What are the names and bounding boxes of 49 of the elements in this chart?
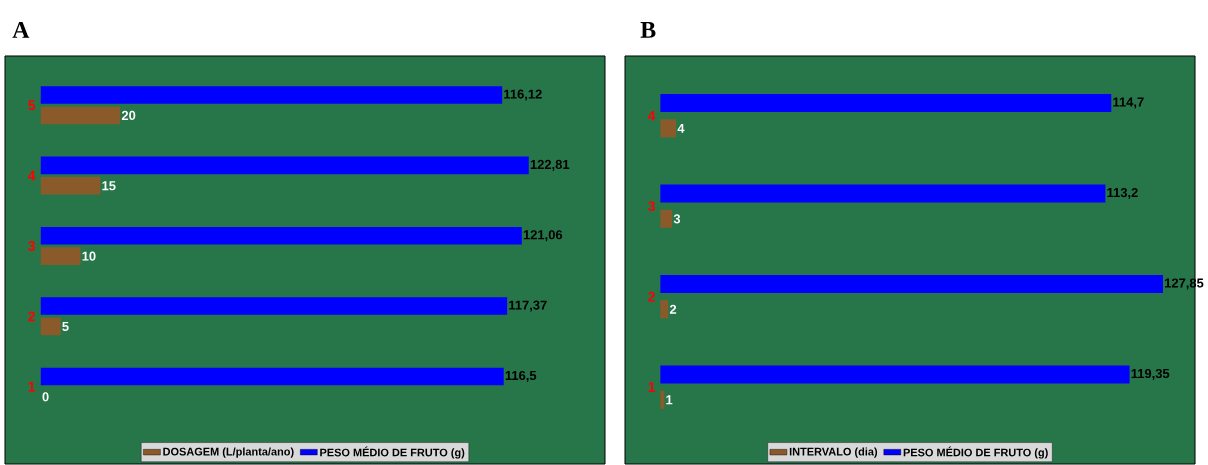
bar bbox=[40, 106, 121, 125]
y-tick-label: 1 bbox=[28, 381, 36, 392]
data-label: 0 bbox=[42, 392, 49, 402]
bar bbox=[40, 86, 503, 104]
y-tick-label: 2 bbox=[648, 291, 655, 302]
chart-title: B bbox=[640, 22, 656, 38]
y-tick-label: 2 bbox=[28, 311, 35, 322]
legend-label: PESO MÉDIO DE FRUTO (g) bbox=[903, 446, 1048, 459]
bar bbox=[40, 156, 529, 175]
bar bbox=[660, 119, 677, 138]
data-label: 20 bbox=[121, 110, 136, 121]
data-label: 119,35 bbox=[1131, 368, 1170, 380]
bar bbox=[660, 274, 1163, 294]
bar bbox=[40, 226, 522, 245]
bar bbox=[40, 297, 508, 315]
y-tick-label: 3 bbox=[28, 240, 35, 251]
data-label: 10 bbox=[82, 251, 96, 261]
bar bbox=[40, 176, 101, 195]
bar bbox=[660, 93, 1112, 113]
y-tick-label: 4 bbox=[27, 170, 36, 181]
bar bbox=[40, 247, 81, 265]
data-label: 116,12 bbox=[504, 89, 542, 101]
bar bbox=[40, 317, 61, 336]
chart-title: A bbox=[12, 22, 30, 38]
data-label: 113,2 bbox=[1107, 187, 1138, 200]
bar bbox=[40, 367, 504, 386]
legend-label: INTERVALO (dia) bbox=[789, 447, 878, 458]
bar bbox=[660, 365, 1130, 384]
y-tick-label: 1 bbox=[648, 382, 656, 392]
data-label: 116,5 bbox=[505, 370, 537, 382]
data-label: 4 bbox=[677, 123, 685, 133]
legend-label: PESO MÉDIO DE FRUTO (g) bbox=[320, 446, 465, 459]
legend-label: DOSAGEM (L/planta/ano) bbox=[163, 447, 294, 458]
bar bbox=[660, 209, 673, 228]
y-tick-label: 5 bbox=[28, 100, 36, 111]
bar bbox=[660, 184, 1106, 203]
data-label: 15 bbox=[102, 181, 116, 191]
y-tick-label: 3 bbox=[648, 201, 655, 212]
data-label: 121,06 bbox=[523, 230, 563, 242]
data-label: 117,37 bbox=[509, 300, 547, 312]
y-tick-label: 4 bbox=[647, 110, 656, 121]
data-label: 2 bbox=[669, 304, 677, 314]
data-label: 1 bbox=[666, 395, 673, 405]
data-label: 122,81 bbox=[530, 159, 570, 171]
bar bbox=[660, 390, 665, 409]
data-label: 3 bbox=[673, 214, 681, 224]
data-label: 114,7 bbox=[1113, 97, 1144, 109]
bar bbox=[660, 300, 669, 319]
data-label: 5 bbox=[62, 321, 69, 331]
